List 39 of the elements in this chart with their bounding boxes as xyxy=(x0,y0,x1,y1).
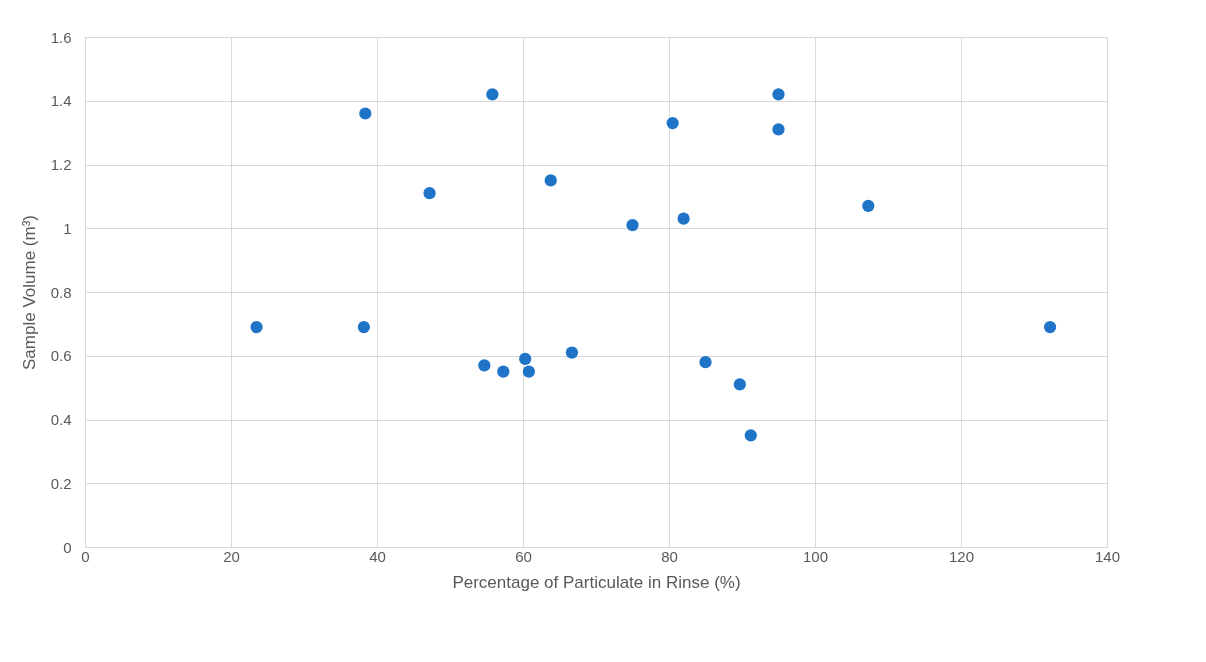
y-axis-title: Sample Volume (m³) xyxy=(19,215,39,370)
point xyxy=(862,199,875,213)
point xyxy=(1043,320,1057,334)
point xyxy=(626,218,639,232)
y-tick-label: 0.2 xyxy=(50,474,72,492)
point xyxy=(478,359,491,372)
y-tick-label: 0.8 xyxy=(50,283,72,301)
point xyxy=(733,378,746,391)
y-tick-label: 1.6 xyxy=(50,28,72,46)
x-tick-label: 20 xyxy=(223,547,240,565)
point xyxy=(359,107,372,120)
point xyxy=(772,123,785,136)
point xyxy=(250,320,263,334)
point xyxy=(772,88,785,101)
point xyxy=(677,212,690,225)
x-tick-label: 140 xyxy=(1094,547,1121,565)
x-tick-label: 80 xyxy=(661,547,678,565)
point xyxy=(744,429,757,442)
point xyxy=(497,365,510,378)
point xyxy=(544,174,557,187)
x-tick-label: 100 xyxy=(802,547,829,565)
x-tick-label: 0 xyxy=(81,547,90,565)
point xyxy=(423,187,436,200)
x-tick-label: 60 xyxy=(515,547,532,565)
x-tick-label: 40 xyxy=(369,547,386,565)
x-axis-title: Percentage of Particulate in Rinse (%) xyxy=(452,572,741,592)
y-tick-label: 1.2 xyxy=(50,156,72,173)
point xyxy=(486,88,499,101)
point xyxy=(357,320,370,334)
point xyxy=(699,356,712,369)
x-tick-label: 120 xyxy=(948,547,975,565)
point xyxy=(522,365,535,378)
point xyxy=(666,116,679,130)
y-tick-label: 0.4 xyxy=(50,411,72,428)
point xyxy=(565,346,579,359)
y-tick-label: 0.6 xyxy=(50,347,72,365)
y-tick-label: 1.4 xyxy=(50,92,72,110)
point xyxy=(519,352,532,366)
y-tick-label: 1 xyxy=(63,219,72,237)
